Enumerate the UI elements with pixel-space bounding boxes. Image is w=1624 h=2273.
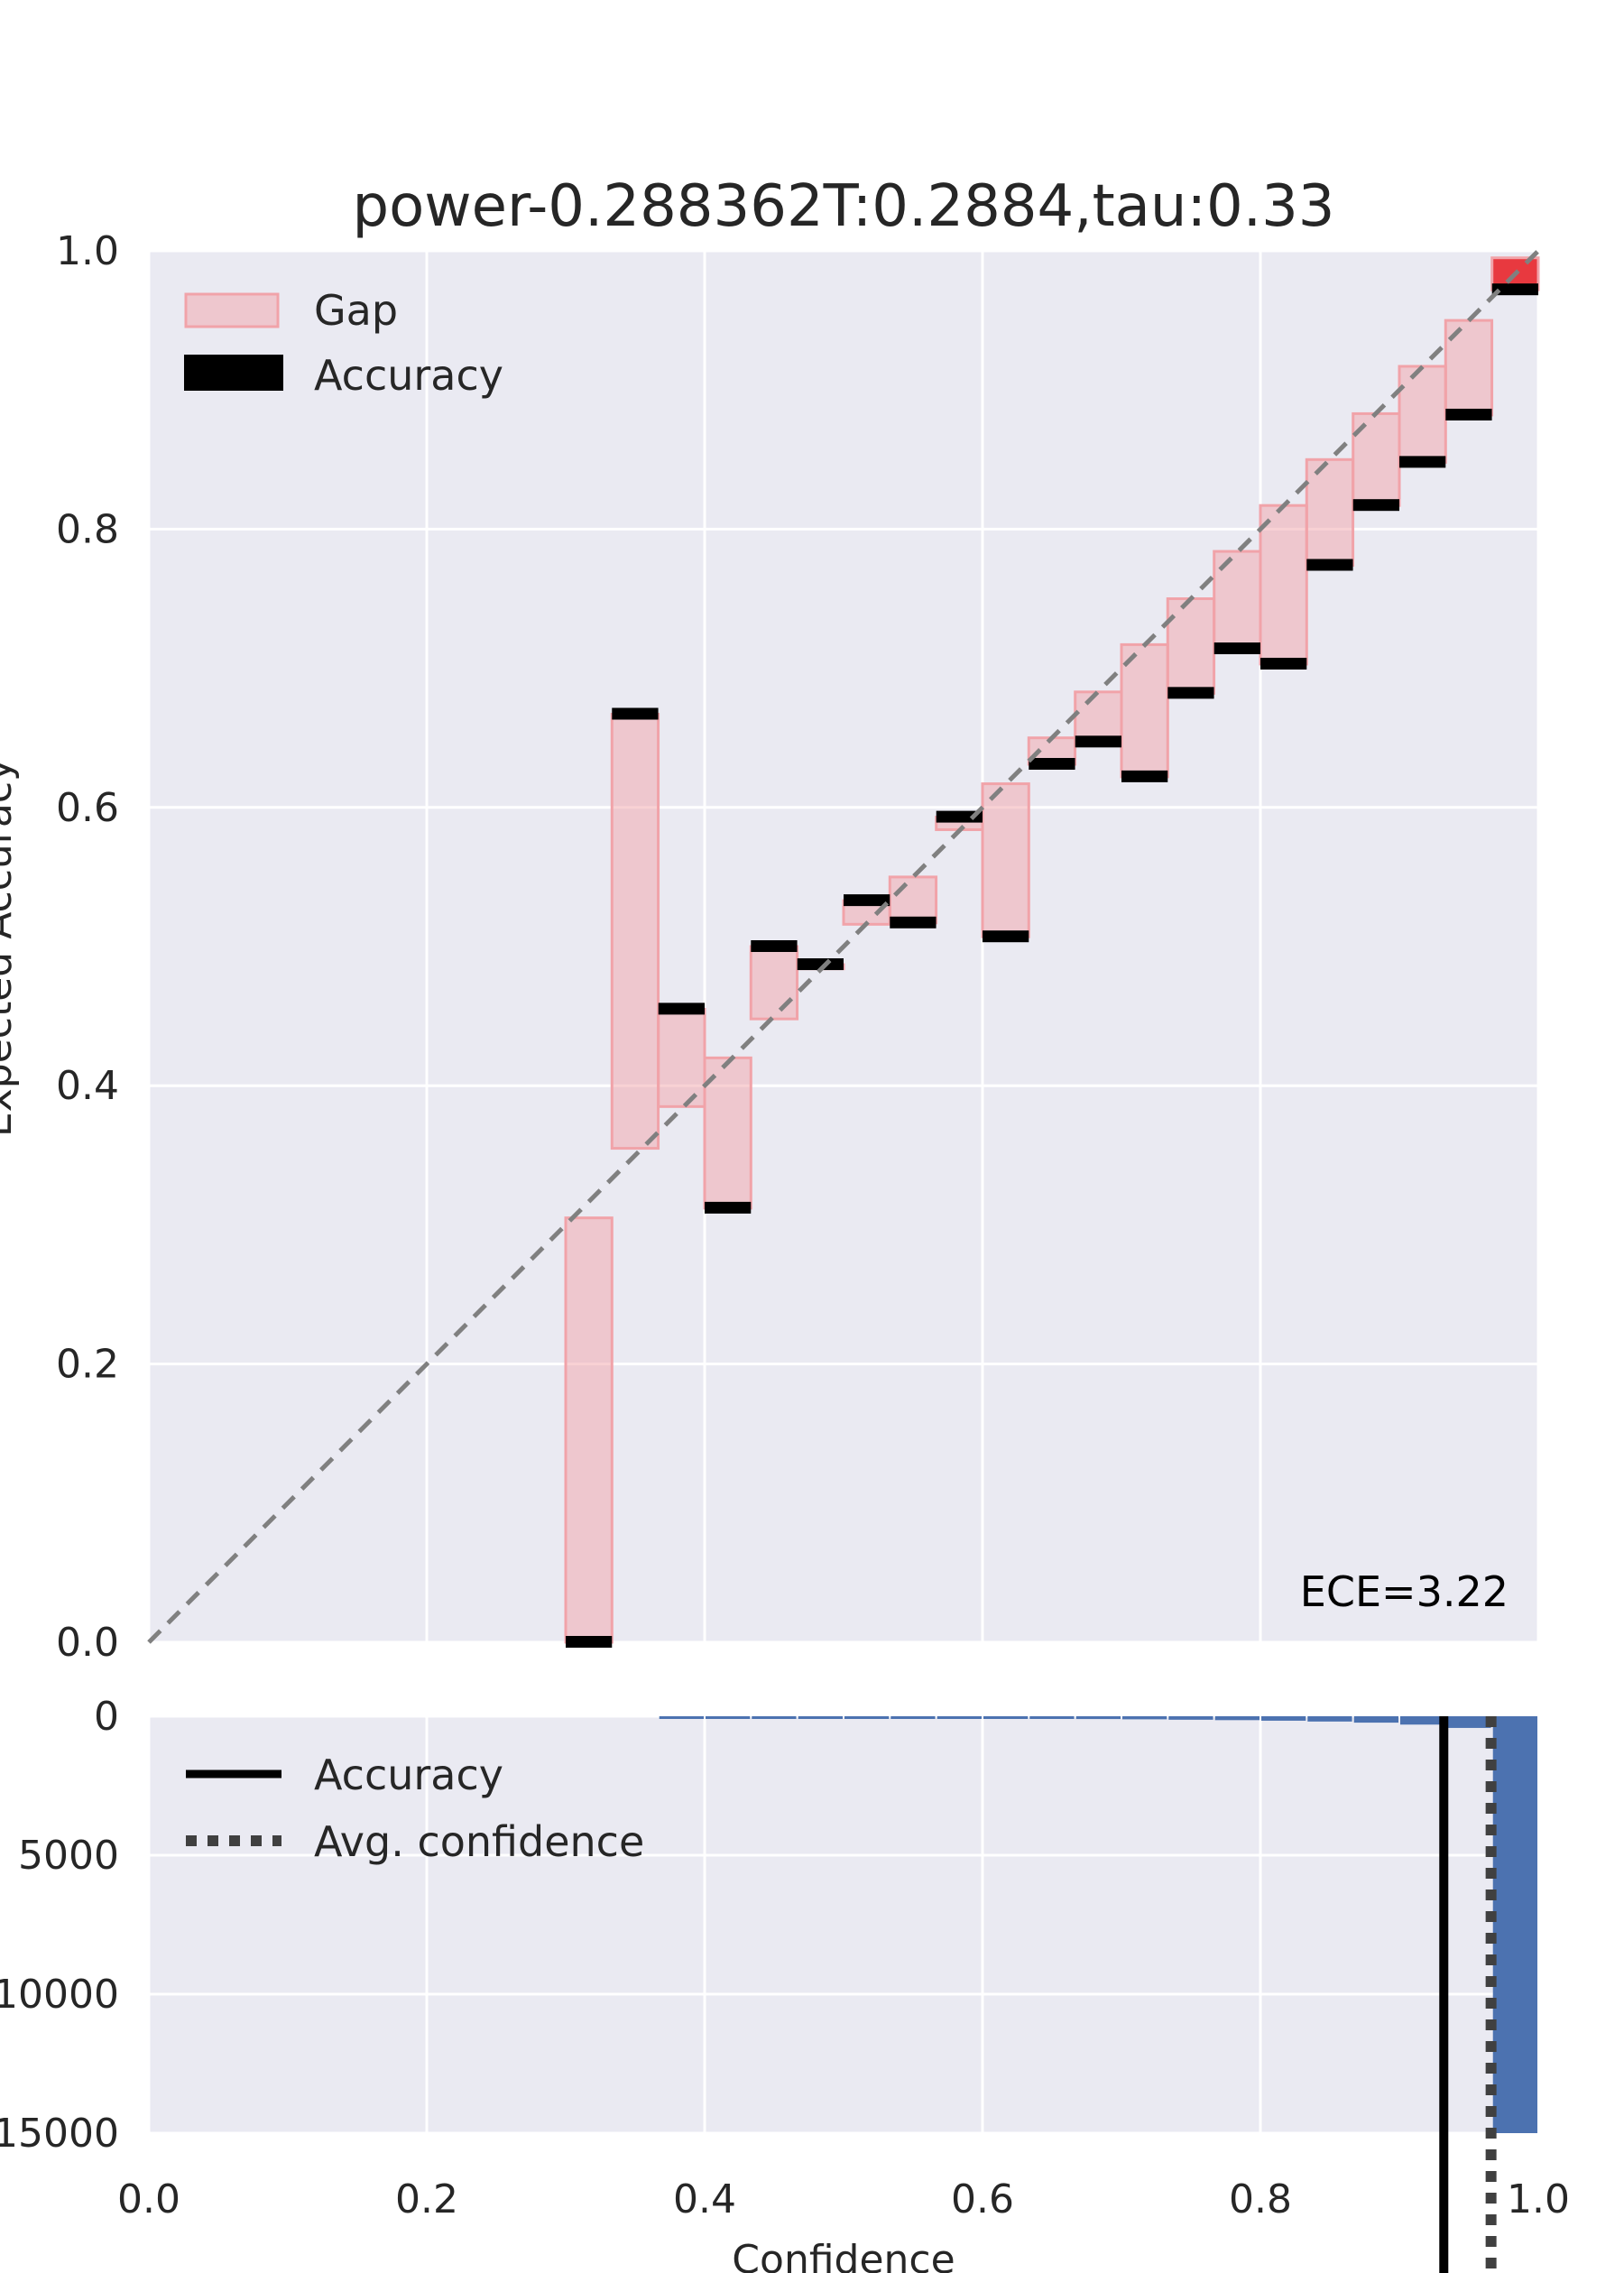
accuracy-bar [1352,499,1399,512]
histogram-plot-area [149,1716,1538,2133]
histogram-gridlines [147,1714,1540,2135]
accuracy-bar [1167,687,1214,699]
histogram-bar [890,1716,936,1719]
accuracy-bar [1213,642,1260,655]
histogram-bar [1307,1716,1352,1722]
histogram-bar [1029,1716,1075,1719]
histogram-ytick-label: 10000 [0,1972,119,2018]
reliability-ytick-label: 0.8 [56,506,119,552]
accuracy-bar [658,1003,705,1015]
accuracy-bar [566,1636,613,1648]
histogram-ytick-label: 0 [94,1694,119,1740]
gap-bar [1398,365,1447,464]
histogram-bar [1214,1716,1260,1721]
histogram-reference-lines [1439,1716,1497,2273]
histogram-bar [1122,1716,1167,1720]
gap-bar [1259,504,1308,666]
accuracy-bar [1121,770,1168,782]
legend-accuracy-swatch [184,355,283,391]
ece-annotation: ECE=3.22 [1300,1567,1509,1616]
legend-gap-label: Gap [314,286,398,335]
accuracy-bar [1075,735,1121,748]
histogram-bar [752,1716,797,1719]
accuracy-bar [1306,559,1353,571]
reliability-bins [564,256,1540,1648]
reliability-legend: Gap Accuracy [184,286,503,400]
accuracy-bar [751,940,798,952]
xtick-label: 0.6 [951,2176,1014,2222]
gap-bar [1305,457,1355,567]
xtick-label: 1.0 [1507,2176,1570,2222]
histogram-legend: Accuracy Avg. confidence [186,1751,644,1866]
perfect-calibration-diagonal [147,249,1540,1644]
gap-bar [749,945,799,1021]
accuracy-bar [797,958,844,971]
histogram-bar [1075,1716,1121,1720]
gap-bar [1166,597,1216,695]
xtick-label: 0.0 [117,2176,180,2222]
accuracy-bar [612,707,659,720]
histogram-ytick-label: 5000 [18,1833,119,1879]
gap-bar [981,782,1030,938]
accuracy-bar [844,894,890,907]
reliability-ytick-label: 0.4 [56,1063,119,1109]
histogram-bar [983,1716,1029,1719]
legend-accuracy-label: Accuracy [314,351,503,400]
legend-gap-swatch [184,292,280,328]
chart-title: power-0.288362T:0.2884,tau:0.33 [352,173,1334,240]
reliability-ytick-label: 0.0 [56,1620,119,1666]
histogram-bar [1492,1716,1537,2133]
accuracy-bar [1445,408,1492,420]
gap-bar [657,1007,706,1108]
histogram-bar [659,1716,704,1719]
histogram-bar [1400,1716,1445,1725]
histogram-xlabel: Confidence [732,2237,955,2273]
gap-bar [703,1056,752,1210]
legend-avg-confidence-label: Avg. confidence [314,1817,644,1866]
histogram-bar [1261,1716,1306,1721]
gap-bar [564,1216,614,1644]
gap-bar [888,875,938,925]
reliability-ytick-label: 0.2 [56,1342,119,1388]
xtick-label: 0.8 [1229,2176,1292,2222]
accuracy-bar [1260,657,1307,670]
reliability-gridlines [147,249,1540,1644]
histogram-bar [1168,1716,1213,1720]
gap-bar [610,712,660,1150]
reliability-tick-labels: 0.0 0.2 0.4 0.6 0.8 1.0 [56,228,119,1666]
histogram-ytick-label: 15000 [0,2111,119,2157]
histogram-bar [937,1716,982,1719]
xtick-label: 0.2 [395,2176,458,2222]
histogram-tick-labels: 0 5000 10000 15000 0.0 0.2 0.4 0.6 0.8 1.0 [0,1694,1570,2222]
histogram-bar [798,1716,843,1719]
accuracy-bar [983,930,1029,943]
histogram-bar [844,1716,890,1719]
reliability-ylabel: Expected Accuracy [0,758,21,1137]
reliability-ytick-label: 1.0 [56,228,119,274]
accuracy-bar [936,810,983,823]
gap-bar [1074,690,1123,744]
accuracy-bar [1029,757,1075,770]
histogram-bar [1353,1716,1398,1723]
xtick-label: 0.4 [673,2176,736,2222]
histogram-bar [1446,1716,1491,1728]
accuracy-bar [705,1201,752,1214]
histogram-bar [706,1716,751,1719]
gap-bar [1120,642,1169,779]
accuracy-bar [1491,283,1538,296]
accuracy-bar [1399,456,1446,468]
reliability-ytick-label: 0.6 [56,785,119,831]
histogram-bins [659,1716,1537,2133]
accuracy-bar [890,916,937,929]
legend-accuracy-line-label: Accuracy [314,1751,503,1799]
